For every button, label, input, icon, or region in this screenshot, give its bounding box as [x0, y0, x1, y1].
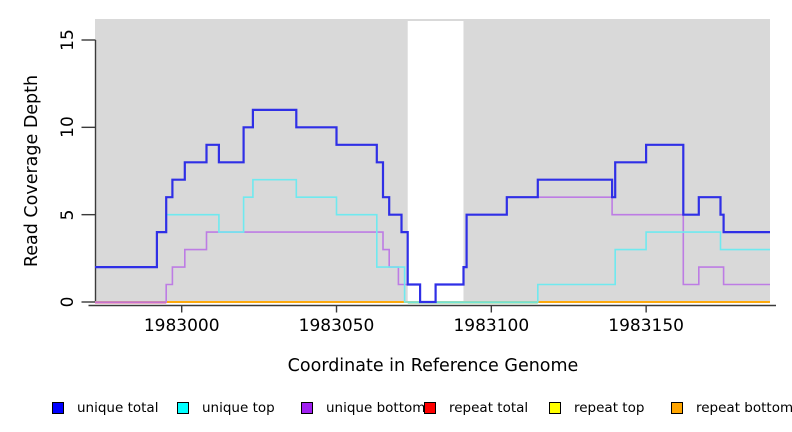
- legend-item-unique-total: unique total: [52, 400, 159, 416]
- legend-swatch-icon: [424, 402, 436, 414]
- legend-label: repeat total: [449, 400, 529, 416]
- y-axis-title: Read Coverage Depth: [22, 74, 42, 268]
- legend-item-repeat-total: repeat total: [424, 400, 529, 416]
- legend-swatch-icon: [671, 402, 683, 414]
- legend-label: unique bottom: [326, 400, 426, 416]
- y-tick-label: 0: [58, 296, 78, 308]
- x-axis-title: Coordinate in Reference Genome: [287, 356, 579, 376]
- legend-item-repeat-bottom: repeat bottom: [671, 400, 792, 416]
- masked-gap-band: [407, 21, 464, 303]
- series-unique-top-line: [95, 178, 770, 303]
- legend-swatch-icon: [52, 402, 64, 414]
- series-unique-total-line: [95, 108, 770, 304]
- x-tick-label: 1983100: [453, 316, 530, 336]
- legend-swatch-icon: [301, 402, 313, 414]
- legend-label: unique top: [202, 400, 275, 416]
- legend-item-unique-top: unique top: [177, 400, 275, 416]
- legend-swatch-icon: [549, 402, 561, 414]
- x-tick-label: 1983050: [298, 316, 375, 336]
- y-tick-label: 10: [58, 116, 78, 139]
- x-tick-label: 1983000: [143, 316, 220, 336]
- legend-label: repeat top: [574, 400, 645, 416]
- y-tick-label: 5: [58, 209, 78, 221]
- legend-item-repeat-top: repeat top: [549, 400, 645, 416]
- legend-label: unique total: [77, 400, 159, 416]
- y-tick-label: 15: [58, 29, 78, 51]
- x-tick-label: 1983150: [608, 316, 684, 336]
- legend-swatch-icon: [177, 402, 189, 414]
- legend-label: repeat bottom: [696, 400, 792, 416]
- legend-item-unique-bottom: unique bottom: [301, 400, 426, 416]
